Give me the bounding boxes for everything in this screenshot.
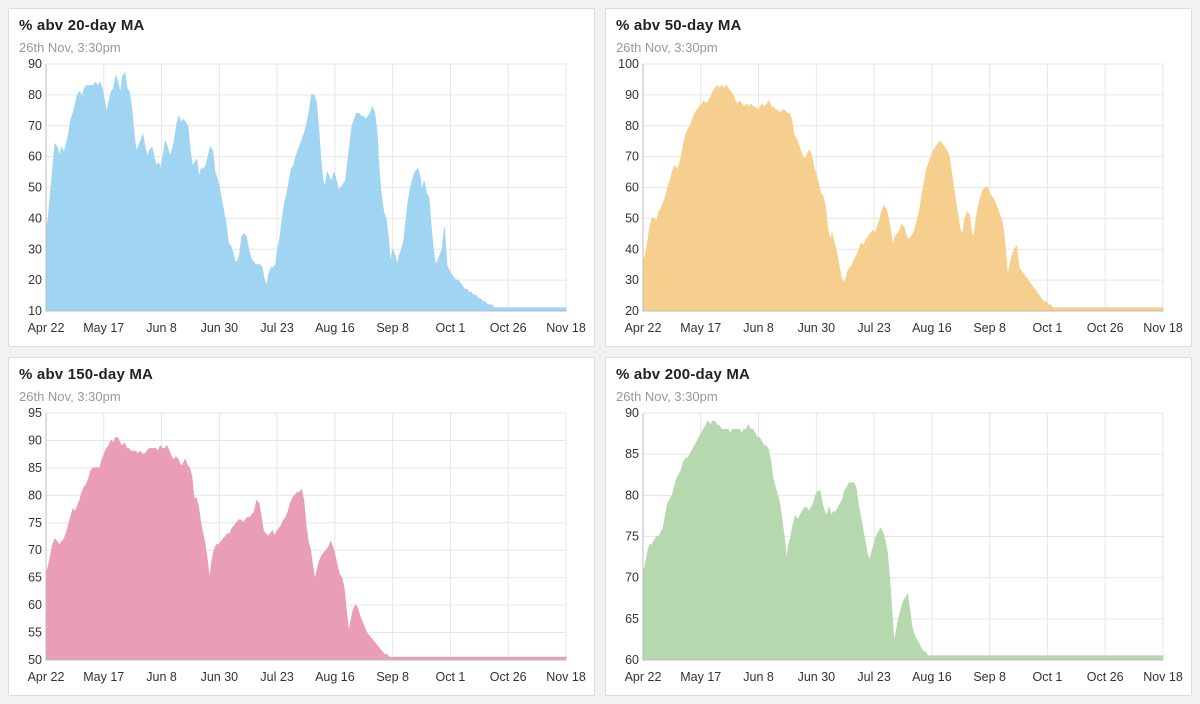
y-tick-label: 65: [28, 571, 42, 585]
x-tick-label: May 17: [680, 321, 721, 335]
x-tick-label: Jul 23: [857, 670, 890, 684]
chart-panel-20-day: % abv 20-day MA 26th Nov, 3:30pm 10 20 30 4…: [8, 8, 595, 347]
x-tick-label: Jun 8: [743, 321, 774, 335]
y-tick-label: 40: [28, 211, 42, 225]
x-tick-label: Jul 23: [260, 670, 293, 684]
y-tick-label: 70: [625, 150, 639, 164]
x-tick-label: Oct 26: [1087, 670, 1124, 684]
chart-panel-150-day: % abv 150-day MA 26th Nov, 3:30pm 50 55 60…: [8, 357, 595, 696]
x-tick-label: Apr 22: [28, 670, 65, 684]
y-tick-label: 85: [28, 461, 42, 475]
area-series: [45, 71, 567, 312]
chart-panel-200-day: % abv 200-day MA 26th Nov, 3:30pm 60 65 70…: [605, 357, 1192, 696]
y-tick-label: 70: [28, 119, 42, 133]
y-tick-label: 75: [625, 530, 639, 544]
chart-title: % abv 20-day MA: [19, 17, 145, 34]
x-tick-label: Nov 18: [546, 670, 586, 684]
x-tick-label: Oct 1: [436, 321, 466, 335]
x-tick-label: Jun 8: [146, 670, 177, 684]
chart-title: % abv 50-day MA: [616, 17, 742, 34]
x-tick-label: Oct 1: [436, 670, 466, 684]
x-tick-label: Aug 16: [912, 670, 952, 684]
x-tick-label: Jun 30: [798, 670, 836, 684]
y-tick-label: 20: [625, 304, 639, 318]
x-tick-label: Nov 18: [1143, 670, 1183, 684]
x-tick-label: Aug 16: [315, 670, 355, 684]
y-tick-label: 80: [625, 119, 639, 133]
y-tick-label: 30: [625, 273, 639, 287]
y-tick-label: 95: [28, 406, 42, 420]
chart-svg-200-day: 60 65 70 75 80 85 90 Apr 22 May 17 Jun 8 Jun 30 Jul…: [625, 406, 1183, 684]
y-tick-label: 65: [625, 612, 639, 626]
y-tick-label: 40: [625, 242, 639, 256]
x-tick-label: Jun 30: [201, 670, 239, 684]
x-tick-label: Oct 1: [1033, 670, 1063, 684]
y-tick-label: 50: [28, 181, 42, 195]
chart-subtitle: 26th Nov, 3:30pm: [616, 389, 718, 404]
x-tick-label: Jun 8: [743, 670, 774, 684]
y-tick-label: 75: [28, 516, 42, 530]
chart-title: % abv 150-day MA: [19, 366, 154, 383]
y-tick-label: 60: [625, 653, 639, 667]
x-tick-label: May 17: [83, 321, 124, 335]
y-tick-label: 85: [625, 447, 639, 461]
y-tick-label: 30: [28, 242, 42, 256]
area-series: [642, 84, 1164, 312]
chart-svg-150-day: 50 55 60 65 70 75 80 85 90 95 Apr 22 May 17 Jun 8 Jun…: [28, 406, 586, 684]
x-tick-label: Apr 22: [625, 670, 662, 684]
y-tick-label: 90: [28, 57, 42, 71]
y-tick-label: 60: [625, 181, 639, 195]
x-tick-label: Sep 8: [973, 670, 1006, 684]
chart-subtitle: 26th Nov, 3:30pm: [616, 40, 718, 55]
y-tick-label: 50: [625, 211, 639, 225]
y-tick-label: 20: [28, 273, 42, 287]
x-tick-label: Oct 1: [1033, 321, 1063, 335]
y-tick-label: 50: [28, 653, 42, 667]
chart-subtitle: 26th Nov, 3:30pm: [19, 40, 121, 55]
y-tick-label: 80: [625, 488, 639, 502]
y-tick-label: 70: [625, 571, 639, 585]
chart-subtitle: 26th Nov, 3:30pm: [19, 389, 121, 404]
y-tick-label: 90: [625, 88, 639, 102]
x-tick-label: Jun 30: [798, 321, 836, 335]
chart-title: % abv 200-day MA: [616, 366, 751, 383]
x-tick-label: Jul 23: [857, 321, 890, 335]
x-tick-label: Apr 22: [28, 321, 65, 335]
x-tick-label: Aug 16: [315, 321, 355, 335]
area-series: [642, 420, 1164, 661]
x-tick-label: May 17: [83, 670, 124, 684]
y-tick-label: 70: [28, 543, 42, 557]
x-tick-label: Jun 8: [146, 321, 177, 335]
x-tick-label: Sep 8: [973, 321, 1006, 335]
x-tick-label: Apr 22: [625, 321, 662, 335]
area-series: [45, 437, 567, 661]
x-tick-label: Oct 26: [490, 321, 527, 335]
x-tick-label: Jun 30: [201, 321, 239, 335]
y-tick-label: 100: [618, 57, 639, 71]
y-tick-label: 80: [28, 88, 42, 102]
x-tick-label: Oct 26: [490, 670, 527, 684]
x-tick-label: Nov 18: [1143, 321, 1183, 335]
chart-svg-50-day: 20 30 40 50 60 70 80 90 100 Apr 22 May 17 Jun 8 Jun …: [618, 57, 1183, 335]
x-tick-label: Oct 26: [1087, 321, 1124, 335]
x-tick-label: Nov 18: [546, 321, 586, 335]
y-tick-label: 90: [28, 433, 42, 447]
y-tick-label: 60: [28, 150, 42, 164]
y-tick-label: 10: [28, 304, 42, 318]
x-tick-label: Aug 16: [912, 321, 952, 335]
chart-svg-20-day: 10 20 30 40 50 60 70 80 90 Apr 22 May 17 Jun 8 Jun 3…: [28, 57, 586, 335]
y-tick-label: 60: [28, 598, 42, 612]
x-tick-label: Sep 8: [376, 670, 409, 684]
y-tick-label: 90: [625, 406, 639, 420]
chart-panel-50-day: % abv 50-day MA 26th Nov, 3:30pm 20 30 40 5…: [605, 8, 1192, 347]
y-tick-label: 80: [28, 488, 42, 502]
x-tick-label: May 17: [680, 670, 721, 684]
x-tick-label: Jul 23: [260, 321, 293, 335]
x-tick-label: Sep 8: [376, 321, 409, 335]
y-tick-label: 55: [28, 626, 42, 640]
